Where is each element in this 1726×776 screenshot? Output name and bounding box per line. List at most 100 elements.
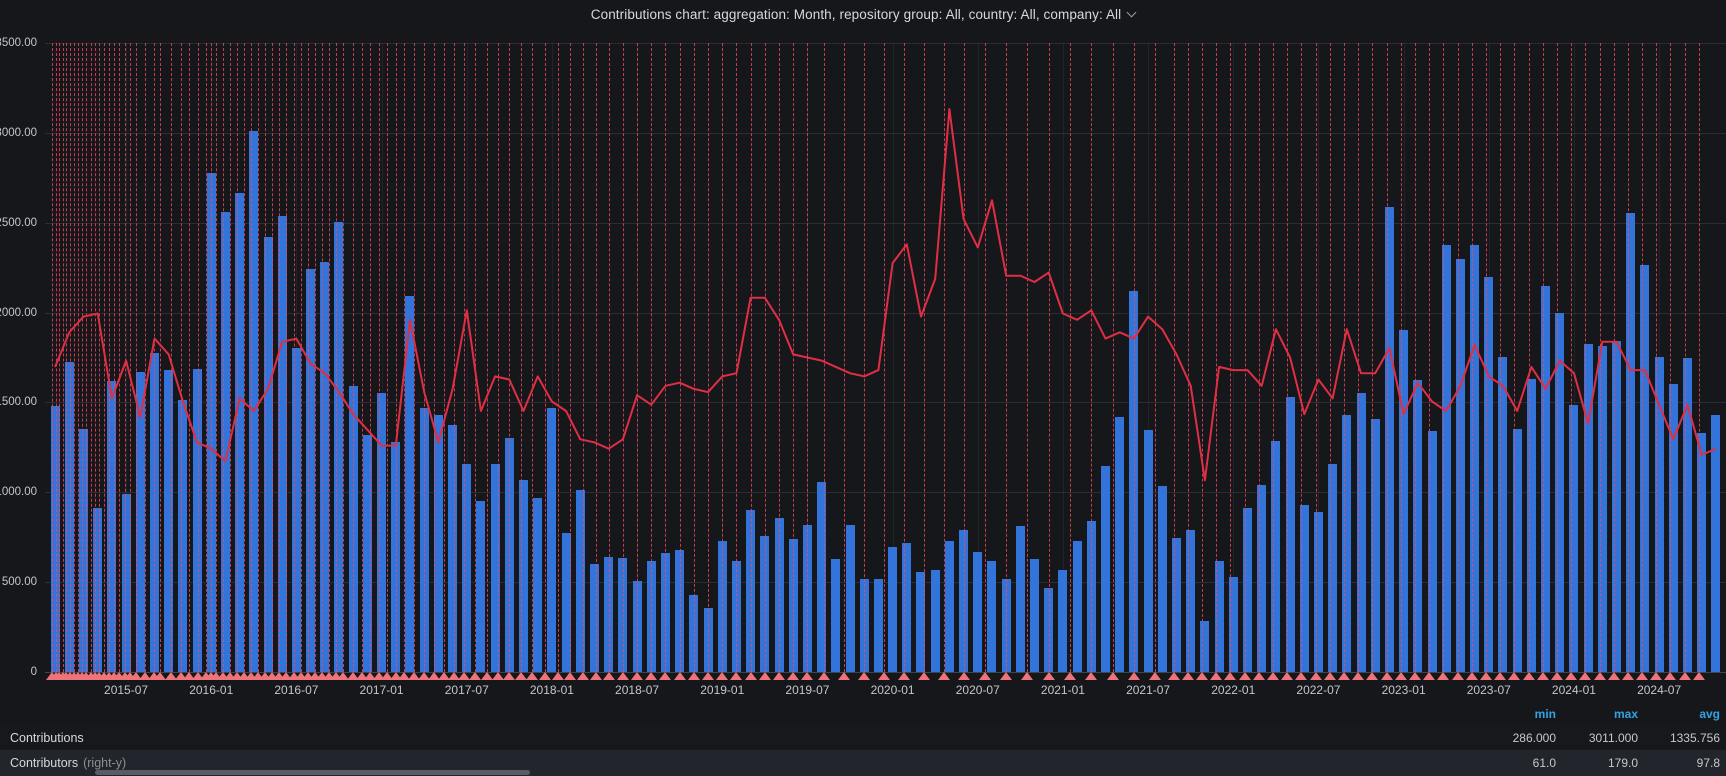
annotation-marker-icon[interactable] bbox=[1664, 672, 1677, 680]
annotation-marker-icon[interactable] bbox=[616, 672, 629, 680]
annotation-marker-icon[interactable] bbox=[287, 672, 300, 680]
annotation-marker-icon[interactable] bbox=[818, 672, 831, 680]
annotation-marker-icon[interactable] bbox=[564, 672, 577, 680]
annotation-marker-icon[interactable] bbox=[1106, 672, 1119, 680]
annotation-marker-icon[interactable] bbox=[1494, 672, 1507, 680]
annotation-marker-icon[interactable] bbox=[1181, 672, 1194, 680]
annotation-marker-icon[interactable] bbox=[1479, 672, 1492, 680]
annotation-marker-icon[interactable] bbox=[428, 672, 441, 680]
annotation-marker-icon[interactable] bbox=[308, 672, 321, 680]
annotation-marker-icon[interactable] bbox=[645, 672, 658, 680]
annotation-marker-icon[interactable] bbox=[389, 672, 402, 680]
annotation-marker-icon[interactable] bbox=[1238, 672, 1251, 680]
annotation-marker-icon[interactable] bbox=[372, 672, 385, 680]
annotation-marker-icon[interactable] bbox=[1636, 672, 1649, 680]
annotation-marker-icon[interactable] bbox=[787, 672, 800, 680]
annotation-marker-icon[interactable] bbox=[551, 672, 564, 680]
annotation-marker-icon[interactable] bbox=[1323, 672, 1336, 680]
annotation-marker-icon[interactable] bbox=[1565, 672, 1578, 680]
annotation-marker-icon[interactable] bbox=[216, 672, 229, 680]
annotation-marker-icon[interactable] bbox=[758, 672, 771, 680]
annotation-marker-icon[interactable] bbox=[577, 672, 590, 680]
annotation-marker-icon[interactable] bbox=[347, 672, 360, 680]
annotation-marker-icon[interactable] bbox=[323, 672, 336, 680]
annotation-marker-icon[interactable] bbox=[154, 672, 167, 680]
annotation-marker-icon[interactable] bbox=[355, 672, 368, 680]
annotation-marker-icon[interactable] bbox=[1465, 672, 1478, 680]
annotation-marker-icon[interactable] bbox=[538, 672, 551, 680]
annotation-marker-icon[interactable] bbox=[687, 672, 700, 680]
annotation-marker-icon[interactable] bbox=[447, 672, 460, 680]
annotation-marker-icon[interactable] bbox=[1021, 672, 1034, 680]
annotation-marker-icon[interactable] bbox=[978, 672, 991, 680]
annotation-marker-icon[interactable] bbox=[259, 672, 272, 680]
annotation-marker-icon[interactable] bbox=[730, 672, 743, 680]
annotation-marker-icon[interactable] bbox=[1042, 672, 1055, 680]
annotation-marker-icon[interactable] bbox=[1380, 672, 1393, 680]
scrollbar-thumb[interactable] bbox=[95, 770, 530, 775]
annotation-marker-icon[interactable] bbox=[210, 672, 223, 680]
annotation-marker-icon[interactable] bbox=[457, 672, 470, 680]
annotation-marker-icon[interactable] bbox=[1593, 672, 1606, 680]
annotation-marker-icon[interactable] bbox=[1085, 672, 1098, 680]
annotation-marker-icon[interactable] bbox=[1621, 672, 1634, 680]
annotation-marker-icon[interactable] bbox=[280, 672, 293, 680]
annotation-marker-icon[interactable] bbox=[957, 672, 970, 680]
annotation-marker-icon[interactable] bbox=[130, 672, 142, 680]
annotation-marker-icon[interactable] bbox=[418, 672, 431, 680]
annotation-marker-icon[interactable] bbox=[408, 672, 421, 680]
annotation-marker-icon[interactable] bbox=[1337, 672, 1350, 680]
annotation-marker-icon[interactable] bbox=[337, 672, 350, 680]
annotation-marker-icon[interactable] bbox=[526, 672, 539, 680]
annotation-marker-icon[interactable] bbox=[1281, 672, 1294, 680]
annotation-marker-icon[interactable] bbox=[381, 672, 394, 680]
annotation-marker-icon[interactable] bbox=[230, 672, 243, 680]
annotation-marker-icon[interactable] bbox=[480, 672, 493, 680]
annotation-marker-icon[interactable] bbox=[165, 672, 178, 680]
annotation-marker-icon[interactable] bbox=[917, 672, 930, 680]
annotation-marker-icon[interactable] bbox=[937, 672, 950, 680]
annotation-marker-icon[interactable] bbox=[223, 672, 236, 680]
annotation-marker-icon[interactable] bbox=[1267, 672, 1280, 680]
annotation-marker-icon[interactable] bbox=[1579, 672, 1592, 680]
annotation-marker-icon[interactable] bbox=[1522, 672, 1535, 680]
annotation-marker-icon[interactable] bbox=[315, 672, 328, 680]
annotation-marker-icon[interactable] bbox=[182, 672, 195, 680]
annotation-marker-icon[interactable] bbox=[1692, 672, 1705, 680]
annotation-marker-icon[interactable] bbox=[273, 672, 286, 680]
annotation-marker-icon[interactable] bbox=[1366, 672, 1379, 680]
panel-title[interactable]: Contributions chart: aggregation: Month,… bbox=[0, 0, 1726, 28]
annotation-marker-icon[interactable] bbox=[266, 672, 279, 680]
annotation-marker-icon[interactable] bbox=[673, 672, 686, 680]
annotation-marker-icon[interactable] bbox=[1394, 672, 1407, 680]
annotation-marker-icon[interactable] bbox=[838, 672, 851, 680]
annotation-marker-icon[interactable] bbox=[716, 672, 729, 680]
annotation-marker-icon[interactable] bbox=[1167, 672, 1180, 680]
annotation-marker-icon[interactable] bbox=[602, 672, 615, 680]
annotation-marker-icon[interactable] bbox=[1000, 672, 1013, 680]
annotation-marker-icon[interactable] bbox=[1408, 672, 1421, 680]
annotation-marker-icon[interactable] bbox=[1064, 672, 1077, 680]
annotation-marker-icon[interactable] bbox=[1437, 672, 1450, 680]
annotation-marker-icon[interactable] bbox=[491, 672, 504, 680]
annotation-marker-icon[interactable] bbox=[1678, 672, 1691, 680]
annotation-marker-icon[interactable] bbox=[589, 672, 602, 680]
annotation-marker-icon[interactable] bbox=[744, 672, 757, 680]
annotation-marker-icon[interactable] bbox=[1423, 672, 1436, 680]
annotation-marker-icon[interactable] bbox=[301, 672, 314, 680]
annotation-marker-icon[interactable] bbox=[1309, 672, 1322, 680]
annotation-marker-icon[interactable] bbox=[175, 672, 188, 680]
annotation-marker-icon[interactable] bbox=[1536, 672, 1549, 680]
annotation-marker-icon[interactable] bbox=[252, 672, 265, 680]
annotation-marker-icon[interactable] bbox=[192, 672, 205, 680]
annotation-marker-icon[interactable] bbox=[1149, 672, 1162, 680]
annotation-marker-icon[interactable] bbox=[330, 672, 343, 680]
annotation-marker-icon[interactable] bbox=[503, 672, 516, 680]
annotation-marker-icon[interactable] bbox=[702, 672, 715, 680]
annotation-marker-icon[interactable] bbox=[659, 672, 672, 680]
annotation-marker-icon[interactable] bbox=[1607, 672, 1620, 680]
annotation-marker-icon[interactable] bbox=[1550, 672, 1563, 680]
annotation-marker-icon[interactable] bbox=[1196, 672, 1209, 680]
annotation-marker-icon[interactable] bbox=[294, 672, 307, 680]
annotation-marker-icon[interactable] bbox=[469, 672, 482, 680]
